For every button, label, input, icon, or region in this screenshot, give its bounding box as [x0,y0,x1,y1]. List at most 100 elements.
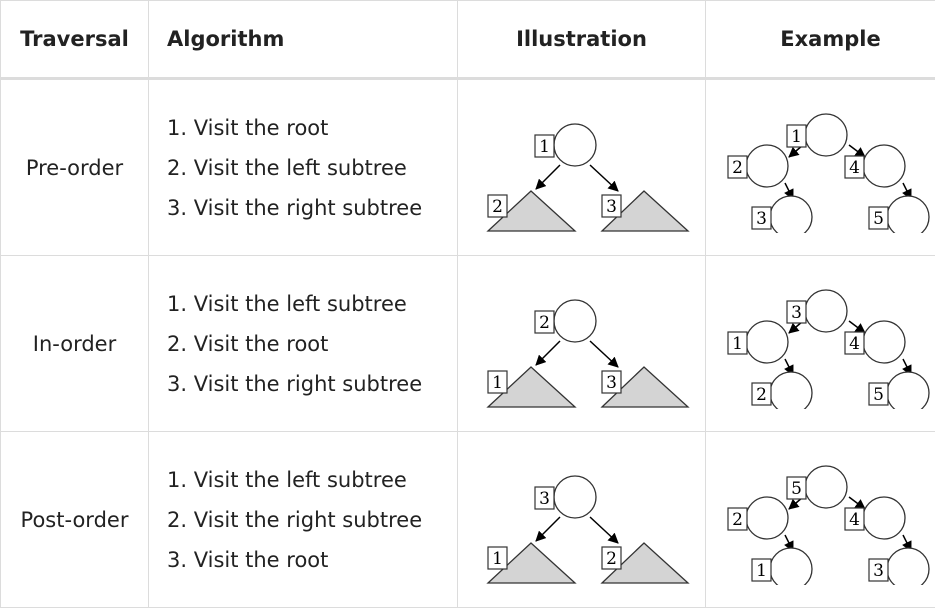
example-right-child-box [867,205,889,230]
table-row: Pre-order 1. Visit the root 2. Visit the… [0,78,935,256]
root-label: 3 [539,489,550,509]
example-root-box [785,299,807,324]
example-right-child-label: 5 [873,209,884,229]
edge-right [588,339,619,368]
left-subtree-triangle [485,541,577,584]
header-example: Example [705,0,935,80]
example-right-label: 4 [849,158,860,178]
root-label-box [533,309,555,334]
example-left-child-label: 1 [756,561,767,581]
root-node [552,474,597,519]
algorithm-step: 3. Visit the root [167,547,329,572]
example-right-node [861,495,906,540]
right-label-box [600,193,622,218]
example-right-box [843,330,865,355]
example-root-label: 5 [791,479,802,499]
example-tree: 1 2 4 3 5 [726,112,930,233]
example-left-box [726,154,748,179]
left-label: 1 [492,373,503,393]
example-left-label: 1 [732,334,743,354]
example-left-box [726,506,748,531]
example-left-child-node [768,194,813,233]
example-left-child-label: 3 [756,209,767,229]
example-tree: 3 1 4 2 5 [726,288,930,409]
example-left-child-box [750,557,772,582]
algorithm-steps: 1. Visit the root 2. Visit the left subt… [148,78,458,256]
example-cell: 5 2 4 1 3 [705,431,935,608]
header-row: Traversal Algorithm Illustration Example [0,0,935,80]
left-label-box [486,369,508,394]
right-label: 2 [606,549,617,569]
algorithm-step: 1. Visit the left subtree [167,467,407,492]
example-right-child-node [885,194,930,233]
root-label-box [533,485,555,510]
example-root-node [803,112,848,157]
right-label: 3 [606,197,617,217]
example-right-box [843,154,865,179]
edge-root-right [848,319,866,334]
algorithm-step: 1. Visit the left subtree [167,291,407,316]
example-left-label: 2 [732,510,743,530]
header-algorithm: Algorithm [148,0,458,80]
root-label: 1 [539,137,550,157]
example-right-child-label: 5 [873,385,884,405]
example-left-child-box [750,205,772,230]
illustration-cell: 1 2 3 [457,78,706,256]
example-left-label: 2 [732,158,743,178]
left-label: 2 [492,197,503,217]
edge-root-right [848,143,866,158]
edge-right [588,163,619,192]
right-subtree-triangle [599,365,690,408]
left-label-box [486,545,508,570]
algorithm-step: 2. Visit the right subtree [167,507,423,532]
root-label-box [533,133,555,158]
algorithm-step: 3. Visit the right subtree [167,195,423,220]
example-root-box [785,475,807,500]
root-node [552,298,597,343]
traversal-name: Pre-order [0,78,149,256]
header-traversal: Traversal [0,0,149,80]
left-subtree-triangle [485,365,577,408]
example-root-label: 1 [791,127,802,147]
example-right-box [843,506,865,531]
example-left-node [744,495,789,540]
example-root-label: 3 [791,303,802,323]
left-subtree-triangle [485,189,577,232]
algorithm-step: 3. Visit the right subtree [167,371,423,396]
example-left-box [726,330,748,355]
algorithm-step: 2. Visit the left subtree [167,155,407,180]
table-row: Post-order 1. Visit the left subtree 2. … [0,431,935,608]
example-left-child-node [768,370,813,409]
traversal-name: In-order [0,255,149,432]
root-label: 2 [539,313,550,333]
right-subtree-triangle [599,541,690,584]
example-right-child-label: 3 [873,561,884,581]
example-tree: 5 2 4 1 3 [726,464,930,585]
example-right-node [861,319,906,364]
example-right-node [861,143,906,188]
left-label: 1 [492,549,503,569]
example-left-child-label: 2 [756,385,767,405]
left-label-box [486,193,508,218]
example-root-node [803,288,848,333]
algorithm-step: 1. Visit the root [167,115,329,140]
example-right-child-box [867,381,889,406]
example-root-node [803,464,848,509]
illustration-cell: 2 1 3 [457,255,706,432]
table-row: In-order 1. Visit the left subtree 2. Vi… [0,255,935,432]
illustration-diagram: 3 1 2 [485,474,690,584]
example-cell: 3 1 4 2 5 [705,255,935,432]
right-label: 3 [606,373,617,393]
example-left-child-node [768,546,813,585]
algorithm-steps: 1. Visit the left subtree 2. Visit the r… [148,255,458,432]
example-root-box [785,123,807,148]
example-cell: 1 2 4 3 5 [705,78,935,256]
example-left-node [744,319,789,364]
edge-left [534,163,561,190]
example-right-child-node [885,370,930,409]
example-right-label: 4 [849,510,860,530]
right-label-box [600,545,622,570]
edge-left [534,339,561,366]
example-right-child-box [867,557,889,582]
